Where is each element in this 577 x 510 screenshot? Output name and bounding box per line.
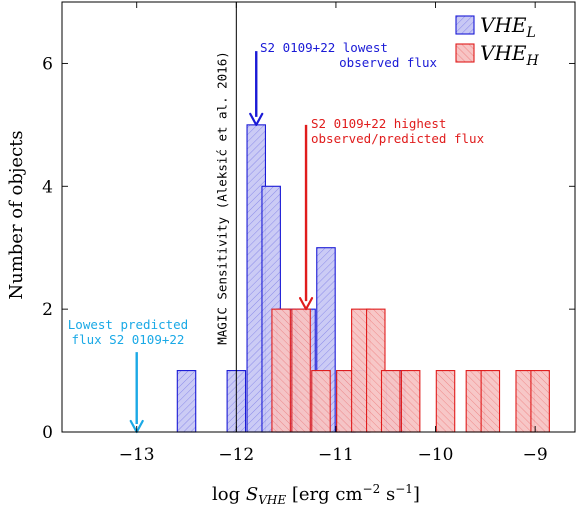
bar [435, 370, 456, 433]
sensitivity-label: MAGIC Sensitivity (Aleksić et al. 2016) [214, 51, 229, 345]
axes-layer: −13 −12 −11 −10 −9 0 2 4 6 [42, 1, 576, 465]
bar [380, 370, 401, 433]
legend-label: VHEH [480, 41, 539, 69]
legend-swatch [455, 15, 475, 35]
y-tick-label: 0 [42, 423, 53, 443]
x-axis-label: log SVHE [erg cm−2 s−1] [212, 482, 420, 507]
bar [271, 308, 291, 433]
y-tick-label: 2 [42, 300, 53, 320]
legend-label: VHEL [480, 13, 536, 41]
plot-frame [61, 1, 576, 433]
annotation-text: Lowest predicted [68, 317, 188, 332]
bar [311, 370, 331, 433]
annotation-arrow-head [249, 112, 264, 126]
legend-swatch [455, 43, 475, 63]
x-tick-label: −10 [418, 445, 454, 465]
y-axis-label: Number of objects [6, 130, 27, 299]
bar [176, 370, 197, 433]
bars-layer [176, 124, 550, 433]
annotation-text: S2 0109+22 lowest [260, 40, 388, 55]
annotation-arrow-head [298, 297, 314, 311]
x-tick-label: −11 [318, 445, 354, 465]
bar [530, 370, 550, 433]
bar [480, 370, 501, 433]
bar [291, 308, 311, 433]
y-tick-label: 4 [42, 177, 53, 197]
x-tick-label: −13 [119, 445, 155, 465]
annotation-text: observed/predicted flux [311, 131, 485, 146]
annotation-text: observed flux [339, 55, 437, 70]
legend-item-vhe-h: VHEH [455, 41, 539, 69]
sensitivity-layer: MAGIC Sensitivity (Aleksić et al. 2016) [214, 2, 237, 432]
annotation-text: flux S2 0109+22 [72, 332, 185, 347]
x-tick-label: −9 [523, 445, 548, 465]
y-tick-label: 6 [42, 54, 53, 74]
bar [400, 370, 421, 433]
x-tick-label: −12 [218, 445, 254, 465]
annotation-text: S2 0109+22 highest [311, 116, 446, 131]
legend-item-vhe-l: VHEL [455, 13, 536, 41]
